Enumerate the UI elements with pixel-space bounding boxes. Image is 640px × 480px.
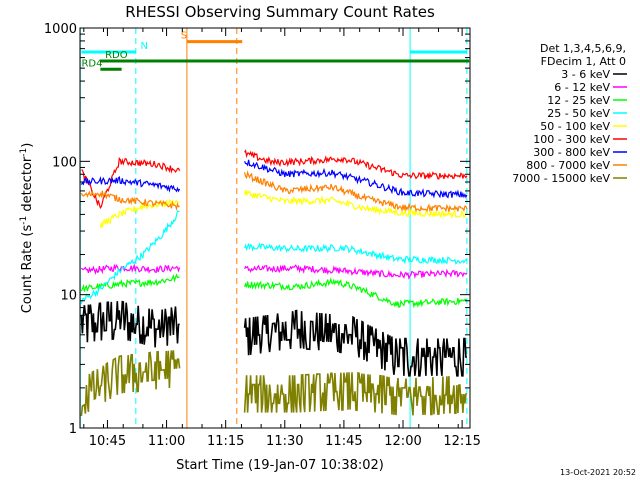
x-tick-label: 10:45 [89, 434, 126, 449]
y-tick-label: 1 [69, 422, 77, 437]
legend-entry: 3 - 6 keV [561, 68, 610, 81]
x-axis: 10:45 11:00 11:15 11:30 11:45 12:00 12:15 [83, 28, 481, 449]
x-tick-label: 11:45 [325, 434, 362, 449]
series-line-4-segment-0 [99, 199, 180, 229]
series-line-7-segment-0 [80, 189, 180, 212]
series-line-2-segment-0 [80, 273, 180, 292]
x-tick-label: 11:00 [148, 434, 185, 449]
series-line-0-segment-0 [80, 300, 180, 348]
chart-title: RHESSI Observing Summary Count Rates [125, 3, 435, 21]
series-line-8-segment-1 [243, 372, 467, 416]
series-line-1-segment-1 [244, 264, 468, 280]
y-axis-label-exponent: -1 [19, 216, 29, 225]
flag-label: RD4 [81, 58, 102, 69]
series-line-3-segment-0 [80, 210, 180, 304]
legend-entry: 800 - 7000 keV [526, 159, 610, 172]
y-axis-label-part: Count Rate (s [20, 225, 35, 314]
flag-label: S [181, 31, 187, 42]
legend-entry: 25 - 50 keV [547, 107, 610, 120]
series-line-2-segment-1 [244, 277, 468, 309]
legend-entry: 7000 - 15000 keV [512, 172, 610, 185]
series-line-7-segment-1 [244, 170, 468, 213]
series-line-1-segment-0 [80, 263, 181, 276]
y-axis-label-part: ) [20, 143, 35, 148]
series-line-3-segment-1 [244, 242, 468, 265]
legend-header: Det 1,3,4,5,6,9, [540, 42, 626, 55]
series-line-0-segment-1 [243, 309, 467, 377]
series-line-8-segment-0 [80, 350, 181, 416]
y-tick-label: 1000 [44, 22, 77, 37]
x-tick-label: 12:15 [443, 434, 480, 449]
y-axis-label-exponent: -1 [19, 148, 29, 157]
x-axis-label: Start Time (19-Jan-07 10:38:02) [176, 458, 384, 473]
y-axis-label: Count Rate (s-1 detector-1) [19, 143, 35, 314]
flag-label: N [141, 41, 148, 52]
y-tick-label: 100 [52, 155, 77, 170]
x-tick-label: 11:15 [207, 434, 244, 449]
y-tick-label: 10 [60, 289, 77, 304]
legend: Det 1,3,4,5,6,9,FDecim 1, Att 03 - 6 keV… [512, 42, 627, 185]
series-line-6-segment-1 [244, 159, 468, 199]
series-line-4-segment-1 [244, 189, 468, 220]
legend-entry: 6 - 12 keV [554, 81, 610, 94]
legend-entry: 300 - 800 keV [533, 146, 610, 159]
y-axis-label-part: detector [20, 156, 35, 216]
footer-date: 13-Oct-2021 20:52 [560, 468, 636, 477]
x-tick-label: 12:00 [384, 434, 421, 449]
legend-header: FDecim 1, Att 0 [541, 55, 626, 68]
series-line-5-segment-1 [244, 149, 468, 180]
series-layer [80, 149, 468, 416]
x-tick-label: 11:30 [266, 434, 303, 449]
y-axis: 1 10 100 1000 [44, 22, 470, 437]
series-line-6-segment-0 [80, 175, 181, 193]
legend-entry: 12 - 25 keV [547, 94, 610, 107]
series-line-5-segment-0 [81, 157, 181, 210]
legend-entry: 100 - 300 keV [533, 133, 610, 146]
legend-entry: 50 - 100 keV [540, 120, 610, 133]
plot-frame [79, 27, 471, 429]
flag-label: RDO [105, 50, 128, 61]
